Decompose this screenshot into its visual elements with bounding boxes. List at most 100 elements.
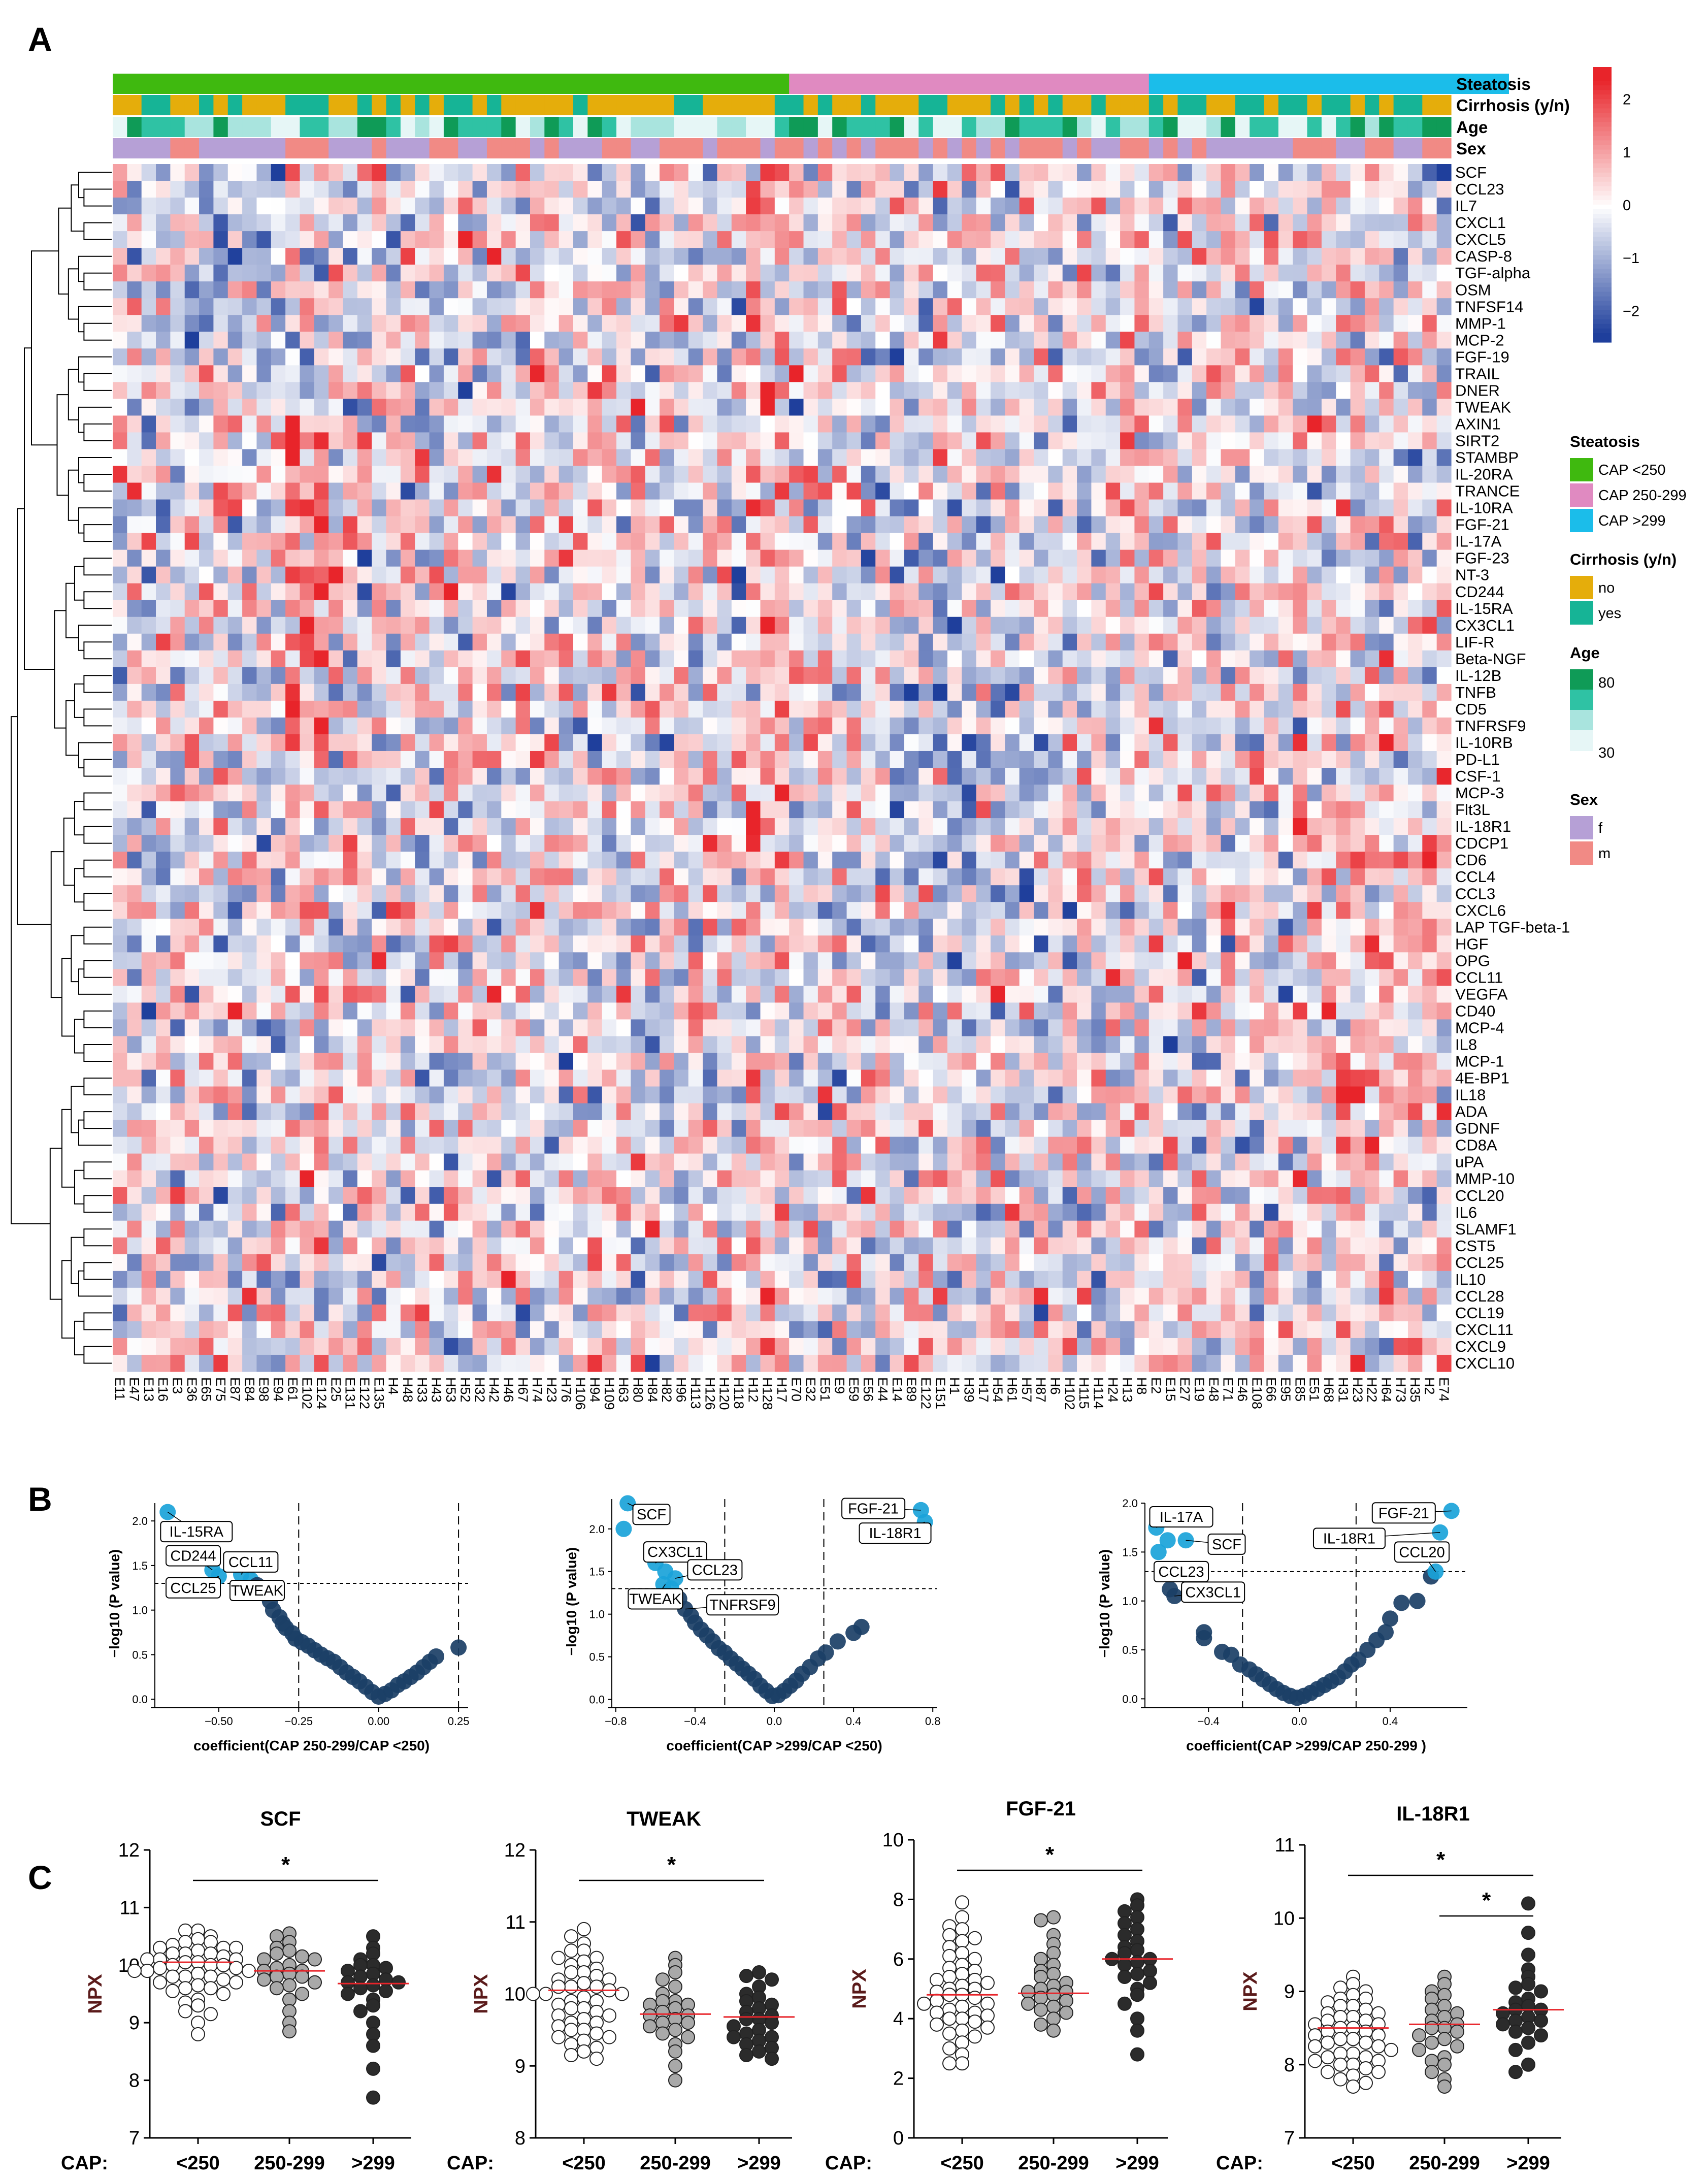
heatmap-cell [933, 969, 948, 986]
age-cell [1221, 117, 1236, 137]
cirrhosis-cell [1120, 95, 1135, 115]
heatmap-cell [1048, 650, 1063, 668]
heatmap-cell [703, 265, 718, 282]
heatmap-cell [947, 952, 962, 969]
dendrogram-branch [50, 851, 64, 998]
heatmap-cell [1336, 499, 1351, 517]
heatmap-cell [1250, 348, 1265, 366]
heatmap-cell [242, 533, 257, 550]
heatmap-cell [1177, 516, 1193, 534]
heatmap-cell [372, 181, 387, 198]
age-cell [573, 117, 588, 137]
heatmap-cell [1120, 164, 1135, 181]
heatmap-cell [515, 415, 531, 433]
heatmap-cell [300, 885, 315, 902]
heatmap-cell [472, 315, 487, 332]
heatmap-cell [486, 265, 502, 282]
heatmap-cell [1278, 852, 1293, 869]
heatmap-cell [1091, 482, 1106, 500]
heatmap-cell [875, 768, 891, 785]
heatmap-cell [1077, 365, 1092, 382]
heatmap-cell [530, 684, 545, 701]
heatmap-cell [962, 902, 977, 919]
heatmap-cell [602, 835, 617, 852]
heatmap-cell [343, 868, 358, 886]
heatmap-cell [472, 533, 487, 550]
heatmap-cell [1148, 549, 1164, 567]
heatmap-cell [817, 919, 833, 936]
heatmap-cell [933, 768, 948, 785]
sex-cell [285, 138, 301, 158]
heatmap-cell [1278, 633, 1293, 651]
heatmap-cell [688, 616, 703, 634]
heatmap-cell [1235, 801, 1250, 819]
heatmap-cell [846, 382, 862, 399]
heatmap-cell [918, 969, 934, 986]
heatmap-cell [890, 281, 905, 299]
heatmap-cell [213, 315, 228, 332]
heatmap-cell [530, 650, 545, 668]
heatmap-cell [501, 885, 516, 902]
heatmap-cell [515, 181, 531, 198]
heatmap-cell [141, 281, 156, 299]
heatmap-cell [515, 885, 531, 902]
heatmap-cell [717, 583, 732, 601]
heatmap-cell [1206, 348, 1222, 366]
heatmap-cell [1235, 684, 1250, 701]
heatmap-cell [285, 214, 301, 232]
heatmap-cell [1091, 466, 1106, 483]
heatmap-cell [674, 482, 689, 500]
heatmap-cell [242, 382, 257, 399]
heatmap-cell [300, 214, 315, 232]
heatmap-cell [587, 768, 603, 785]
heatmap-cell [717, 281, 732, 299]
heatmap-cell [1163, 365, 1178, 382]
heatmap-cell [1048, 365, 1063, 382]
heatmap-cell [530, 549, 545, 567]
heatmap-cell [458, 214, 473, 232]
heatmap-cell [458, 717, 473, 735]
heatmap-cell [1019, 935, 1034, 953]
heatmap-cell [731, 935, 746, 953]
heatmap-cell [890, 214, 905, 232]
heatmap-cell [544, 231, 560, 248]
cirrhosis-cell [1048, 95, 1063, 115]
heatmap-cell [803, 700, 818, 718]
heatmap-cell [213, 818, 228, 835]
heatmap-cell [1350, 818, 1365, 835]
heatmap-cell [631, 164, 646, 181]
heatmap-cell [1422, 281, 1437, 299]
heatmap-cell [357, 365, 372, 382]
heatmap-cell [1005, 684, 1020, 701]
dendrogram-branch [83, 322, 112, 341]
heatmap-cell [213, 734, 228, 752]
heatmap-cell [861, 633, 876, 651]
heatmap-cell [817, 198, 833, 215]
heatmap-cell [1336, 818, 1351, 835]
cirrhosis-cell [904, 95, 919, 115]
heatmap-cell [486, 902, 502, 919]
heatmap-cell [1235, 382, 1250, 399]
heatmap-cell [933, 549, 948, 567]
heatmap-cell [1393, 198, 1408, 215]
heatmap-cell [1120, 583, 1135, 601]
heatmap-cell [501, 969, 516, 986]
heatmap-cell [1120, 332, 1135, 349]
heatmap-cell [861, 281, 876, 299]
heatmap-cell [1120, 533, 1135, 550]
heatmap-cell [1034, 198, 1048, 215]
heatmap-cell [616, 164, 631, 181]
heatmap-cell [789, 399, 804, 416]
heatmap-cell [443, 499, 458, 517]
dendrogram-branch [83, 926, 112, 945]
heatmap-cell [1393, 281, 1408, 299]
heatmap-cell [660, 768, 675, 785]
heatmap-cell [559, 700, 574, 718]
heatmap-cell [947, 868, 962, 886]
heatmap-cell [386, 315, 401, 332]
heatmap-cell [573, 919, 588, 936]
heatmap-cell [760, 181, 775, 198]
heatmap-cell [587, 365, 603, 382]
heatmap-cell [170, 549, 185, 567]
heatmap-cell [832, 164, 847, 181]
